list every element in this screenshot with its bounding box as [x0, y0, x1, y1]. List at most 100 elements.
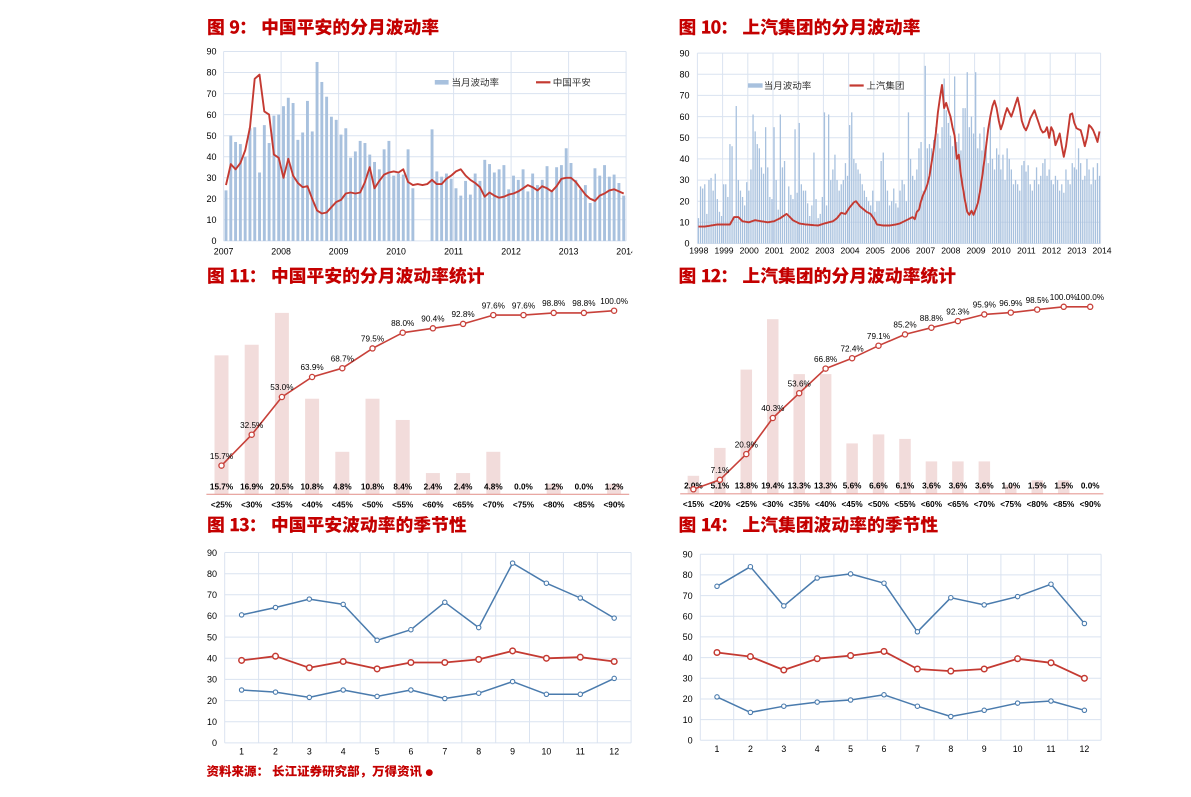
- svg-text:2014: 2014: [616, 247, 636, 257]
- svg-text:100.0%: 100.0%: [1050, 293, 1078, 302]
- svg-text:90: 90: [207, 548, 217, 558]
- svg-text:1.5%: 1.5%: [1054, 481, 1073, 490]
- svg-text:10.8%: 10.8%: [361, 482, 385, 491]
- svg-text:50: 50: [206, 131, 216, 141]
- svg-text:0: 0: [688, 736, 693, 746]
- svg-text:2012: 2012: [1042, 246, 1061, 256]
- svg-text:8: 8: [948, 744, 953, 754]
- svg-text:20: 20: [679, 196, 689, 206]
- svg-text:0: 0: [211, 236, 216, 246]
- svg-text:2008: 2008: [941, 246, 960, 256]
- svg-text:50: 50: [207, 632, 217, 642]
- svg-text:2001: 2001: [765, 246, 784, 256]
- svg-text:53.6%: 53.6%: [788, 379, 811, 388]
- svg-text:6: 6: [882, 744, 887, 754]
- svg-text:0: 0: [212, 738, 217, 748]
- svg-text:68.7%: 68.7%: [331, 354, 354, 363]
- svg-text:4: 4: [815, 744, 820, 754]
- svg-text:90: 90: [206, 47, 216, 57]
- svg-text:2008: 2008: [271, 247, 291, 257]
- svg-text:<20%: <20%: [709, 500, 731, 509]
- svg-text:6.6%: 6.6%: [869, 481, 888, 490]
- svg-text:60: 60: [679, 112, 689, 122]
- svg-text:2006: 2006: [891, 246, 910, 256]
- svg-text:3.6%: 3.6%: [922, 481, 941, 490]
- svg-text:80: 80: [207, 569, 217, 579]
- svg-text:4: 4: [341, 747, 346, 757]
- svg-text:13.3%: 13.3%: [788, 481, 812, 490]
- svg-text:<45%: <45%: [842, 500, 864, 509]
- svg-text:<30%: <30%: [762, 500, 784, 509]
- svg-text:60: 60: [683, 612, 693, 622]
- svg-text:2013: 2013: [1067, 246, 1086, 256]
- svg-text:92.3%: 92.3%: [946, 307, 969, 316]
- svg-text:98.8%: 98.8%: [542, 299, 565, 308]
- svg-text:0: 0: [684, 239, 689, 249]
- svg-text:16.9%: 16.9%: [240, 482, 264, 491]
- svg-text:70: 70: [206, 89, 216, 99]
- svg-text:12: 12: [609, 747, 619, 757]
- svg-text:40.3%: 40.3%: [761, 404, 784, 413]
- svg-text:2007: 2007: [916, 246, 935, 256]
- svg-text:50: 50: [683, 632, 693, 642]
- svg-text:5.1%: 5.1%: [711, 481, 730, 490]
- svg-text:2.0%: 2.0%: [684, 481, 703, 490]
- svg-text:3: 3: [307, 747, 312, 757]
- svg-text:40: 40: [207, 654, 217, 664]
- svg-text:63.9%: 63.9%: [300, 363, 323, 372]
- svg-text:5.6%: 5.6%: [843, 481, 862, 490]
- svg-text:<70%: <70%: [974, 500, 996, 509]
- svg-text:72.4%: 72.4%: [840, 344, 863, 353]
- svg-text:90: 90: [679, 48, 689, 58]
- svg-text:40: 40: [683, 653, 693, 663]
- svg-text:9: 9: [510, 747, 515, 757]
- svg-text:2014: 2014: [1092, 246, 1111, 256]
- svg-text:<90%: <90%: [1080, 500, 1102, 509]
- svg-text:80: 80: [683, 570, 693, 580]
- svg-text:15.7%: 15.7%: [210, 452, 233, 461]
- svg-text:10: 10: [683, 715, 693, 725]
- svg-text:40: 40: [206, 152, 216, 162]
- svg-text:<60%: <60%: [921, 500, 943, 509]
- svg-text:7: 7: [442, 747, 447, 757]
- svg-text:1.5%: 1.5%: [1028, 481, 1047, 490]
- svg-text:<50%: <50%: [362, 501, 384, 510]
- svg-text:4.8%: 4.8%: [484, 482, 503, 491]
- svg-text:100.0%: 100.0%: [1076, 293, 1104, 302]
- svg-text:10: 10: [206, 215, 216, 225]
- svg-text:6.1%: 6.1%: [896, 481, 915, 490]
- svg-text:2003: 2003: [815, 246, 834, 256]
- svg-text:3.6%: 3.6%: [949, 481, 968, 490]
- svg-text:100.0%: 100.0%: [600, 297, 628, 306]
- svg-text:7: 7: [915, 744, 920, 754]
- svg-text:98.5%: 98.5%: [1026, 296, 1049, 305]
- svg-text:40: 40: [679, 154, 689, 164]
- svg-text:<55%: <55%: [392, 501, 414, 510]
- svg-text:11: 11: [576, 747, 585, 757]
- svg-text:10: 10: [1013, 744, 1023, 754]
- svg-text:95.9%: 95.9%: [973, 301, 996, 310]
- svg-text:92.8%: 92.8%: [451, 310, 474, 319]
- svg-text:80: 80: [679, 70, 689, 80]
- svg-text:<90%: <90%: [604, 501, 626, 510]
- svg-text:15.7%: 15.7%: [210, 482, 234, 491]
- svg-text:2002: 2002: [790, 246, 809, 256]
- svg-text:2.4%: 2.4%: [424, 482, 443, 491]
- svg-text:97.6%: 97.6%: [482, 301, 505, 310]
- svg-text:98.8%: 98.8%: [572, 299, 595, 308]
- svg-text:8: 8: [476, 747, 481, 757]
- svg-text:60: 60: [207, 611, 217, 621]
- svg-text:19.4%: 19.4%: [761, 481, 785, 490]
- svg-text:1: 1: [715, 744, 720, 754]
- svg-text:<25%: <25%: [736, 500, 758, 509]
- svg-text:<40%: <40%: [302, 501, 324, 510]
- svg-text:70: 70: [683, 591, 693, 601]
- svg-text:1: 1: [239, 747, 244, 757]
- svg-text:<60%: <60%: [422, 501, 444, 510]
- svg-text:2005: 2005: [866, 246, 885, 256]
- svg-text:13.8%: 13.8%: [735, 481, 759, 490]
- svg-text:20.9%: 20.9%: [735, 440, 758, 449]
- svg-text:60: 60: [206, 110, 216, 120]
- svg-text:88.0%: 88.0%: [391, 319, 414, 328]
- svg-text:<80%: <80%: [1027, 500, 1049, 509]
